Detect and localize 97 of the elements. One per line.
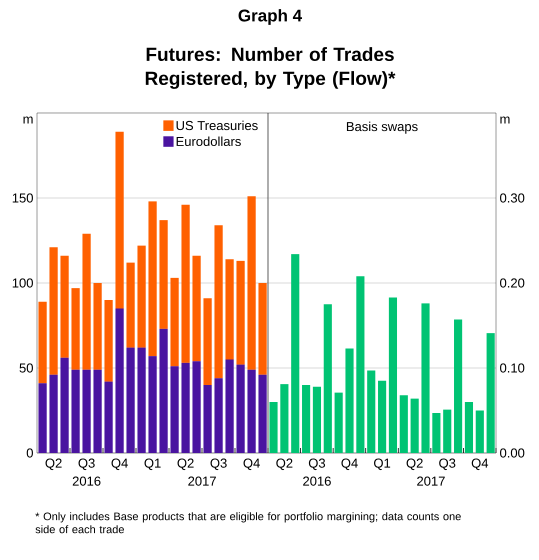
text: 2016 (72, 476, 100, 486)
y-tick-label: 0.30 (500, 193, 524, 203)
x-tick-label: Q4 (472, 458, 488, 470)
bar (93, 283, 102, 370)
bar (421, 303, 430, 453)
bar (181, 362, 190, 453)
bar (236, 260, 245, 365)
y-tick-label: 0 (26, 448, 33, 458)
bar (170, 366, 179, 453)
x-tick-label: Q2 (406, 458, 423, 470)
bar (49, 247, 58, 375)
text: 2016 (303, 476, 331, 486)
x-tick-label: Q4 (112, 458, 128, 470)
x-tick-label: Q3 (78, 458, 95, 470)
x-tick-label: Q2 (276, 458, 292, 470)
y-tick-label: 0.20 (500, 278, 524, 288)
bar (225, 360, 234, 453)
bar (137, 348, 146, 453)
bar (60, 256, 69, 358)
chart-title: Graph 4 (238, 9, 302, 25)
bar (93, 370, 102, 453)
y-tick-label: 150 (12, 193, 33, 203)
bar (476, 410, 484, 453)
bar (192, 256, 201, 362)
legend-label: US Treasuries (176, 120, 258, 130)
bar (115, 308, 124, 453)
bar (60, 358, 69, 453)
bar (71, 288, 80, 370)
bar (464, 402, 474, 453)
bar (302, 385, 310, 453)
bar (38, 302, 47, 384)
bar (137, 246, 146, 348)
x-tick-label: Q2 (46, 458, 62, 470)
x-tick-label: Q4 (341, 458, 358, 470)
bar (49, 374, 58, 453)
bar (159, 328, 168, 453)
bar (324, 304, 332, 453)
bar (148, 356, 157, 453)
bar (82, 370, 91, 453)
bar (247, 196, 256, 370)
bar (345, 348, 354, 453)
bar (104, 382, 113, 453)
bar (269, 402, 278, 453)
bar (214, 378, 223, 453)
y-tick-label: 100 (12, 278, 33, 288)
bar (192, 361, 201, 453)
bar (432, 413, 440, 453)
bar (214, 225, 223, 378)
bar (159, 220, 168, 329)
bar (126, 262, 135, 348)
bar (148, 201, 157, 356)
bar (291, 254, 300, 453)
bar (104, 300, 113, 382)
bar (247, 370, 256, 453)
chart-subtitle: Futures: Number of Trades Registered, by Type (Flow)* (146, 47, 396, 89)
text: 2017 (188, 476, 216, 486)
bar (181, 204, 190, 363)
bar (410, 398, 419, 453)
bar (454, 320, 462, 453)
x-tick-label: Q3 (210, 458, 227, 470)
text: * Only includes Base products that are eligible for portfolio margining; data counts one side of each trade (35, 512, 461, 534)
bar (356, 276, 364, 453)
bar (486, 333, 495, 453)
bar (82, 234, 91, 370)
bar (280, 384, 288, 453)
bar (38, 383, 47, 453)
text: 2017 (417, 476, 445, 486)
bar (258, 283, 267, 375)
bar (334, 392, 343, 453)
bar (258, 374, 267, 453)
bar (126, 348, 135, 453)
bar (170, 278, 179, 366)
bar (203, 298, 212, 385)
bar (388, 297, 398, 453)
bar (115, 132, 124, 308)
y-tick-label: 0.10 (500, 363, 524, 373)
bar (203, 385, 212, 453)
legend-label: Eurodollars (176, 136, 241, 146)
x-tick-label: Q3 (308, 458, 326, 470)
y-tick-label: 0.00 (500, 448, 524, 458)
y-tick-label: 50 (20, 363, 33, 373)
bar (71, 370, 80, 453)
bar (367, 370, 376, 453)
x-tick-label: Q1 (374, 458, 390, 470)
bar (236, 364, 245, 453)
x-tick-label: Q2 (178, 458, 194, 470)
x-tick-label: Q3 (439, 458, 456, 470)
text: Basis swaps (346, 122, 418, 134)
x-tick-label: Q4 (244, 458, 260, 470)
bar (225, 259, 234, 360)
y-axis-title: m (500, 116, 510, 124)
bar (312, 386, 322, 453)
y-axis-title: m (24, 116, 33, 124)
bar (400, 395, 408, 453)
x-tick-label: Q1 (144, 458, 161, 470)
bar (443, 410, 452, 453)
bar (378, 380, 386, 453)
